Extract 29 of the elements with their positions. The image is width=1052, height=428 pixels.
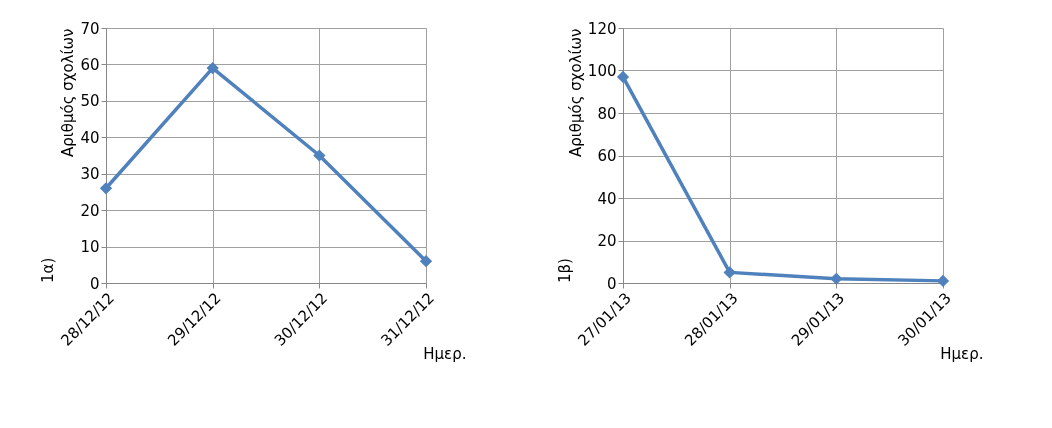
x-axis-title: Ημερ. <box>423 344 467 363</box>
y-tick-label: 10 <box>80 238 100 257</box>
y-tick-label: 100 <box>587 62 617 80</box>
y-tick-label: 0 <box>89 274 100 293</box>
point <box>616 70 630 83</box>
y-tick-label: 0 <box>606 274 617 293</box>
y-tick-label: 20 <box>80 201 100 220</box>
y-tick-label: 80 <box>597 104 617 123</box>
y-tick-label: 60 <box>80 55 100 74</box>
y-tick-label: 60 <box>597 147 617 165</box>
y-tick-label: 50 <box>80 92 100 111</box>
y-tick-label: 120 <box>587 19 617 38</box>
text: 1α) <box>39 257 57 283</box>
text: 1β) <box>556 258 574 283</box>
point <box>723 266 736 279</box>
y-tick-label: 70 <box>80 19 100 38</box>
y-axis-title: Αριθμός σχολίων <box>59 28 78 158</box>
y-tick-label: 40 <box>597 189 617 208</box>
y-axis-title: Αριθμός σχολίων <box>566 28 585 158</box>
point <box>313 149 326 162</box>
point <box>206 61 219 75</box>
y-tick-label: 30 <box>80 165 100 184</box>
y-tick-label: 20 <box>597 232 617 250</box>
point <box>419 255 433 268</box>
y-tick-label: 40 <box>80 128 100 147</box>
point <box>830 272 843 285</box>
point <box>936 274 950 287</box>
point <box>99 182 113 195</box>
x-axis-title: Ημερ. <box>940 344 984 363</box>
